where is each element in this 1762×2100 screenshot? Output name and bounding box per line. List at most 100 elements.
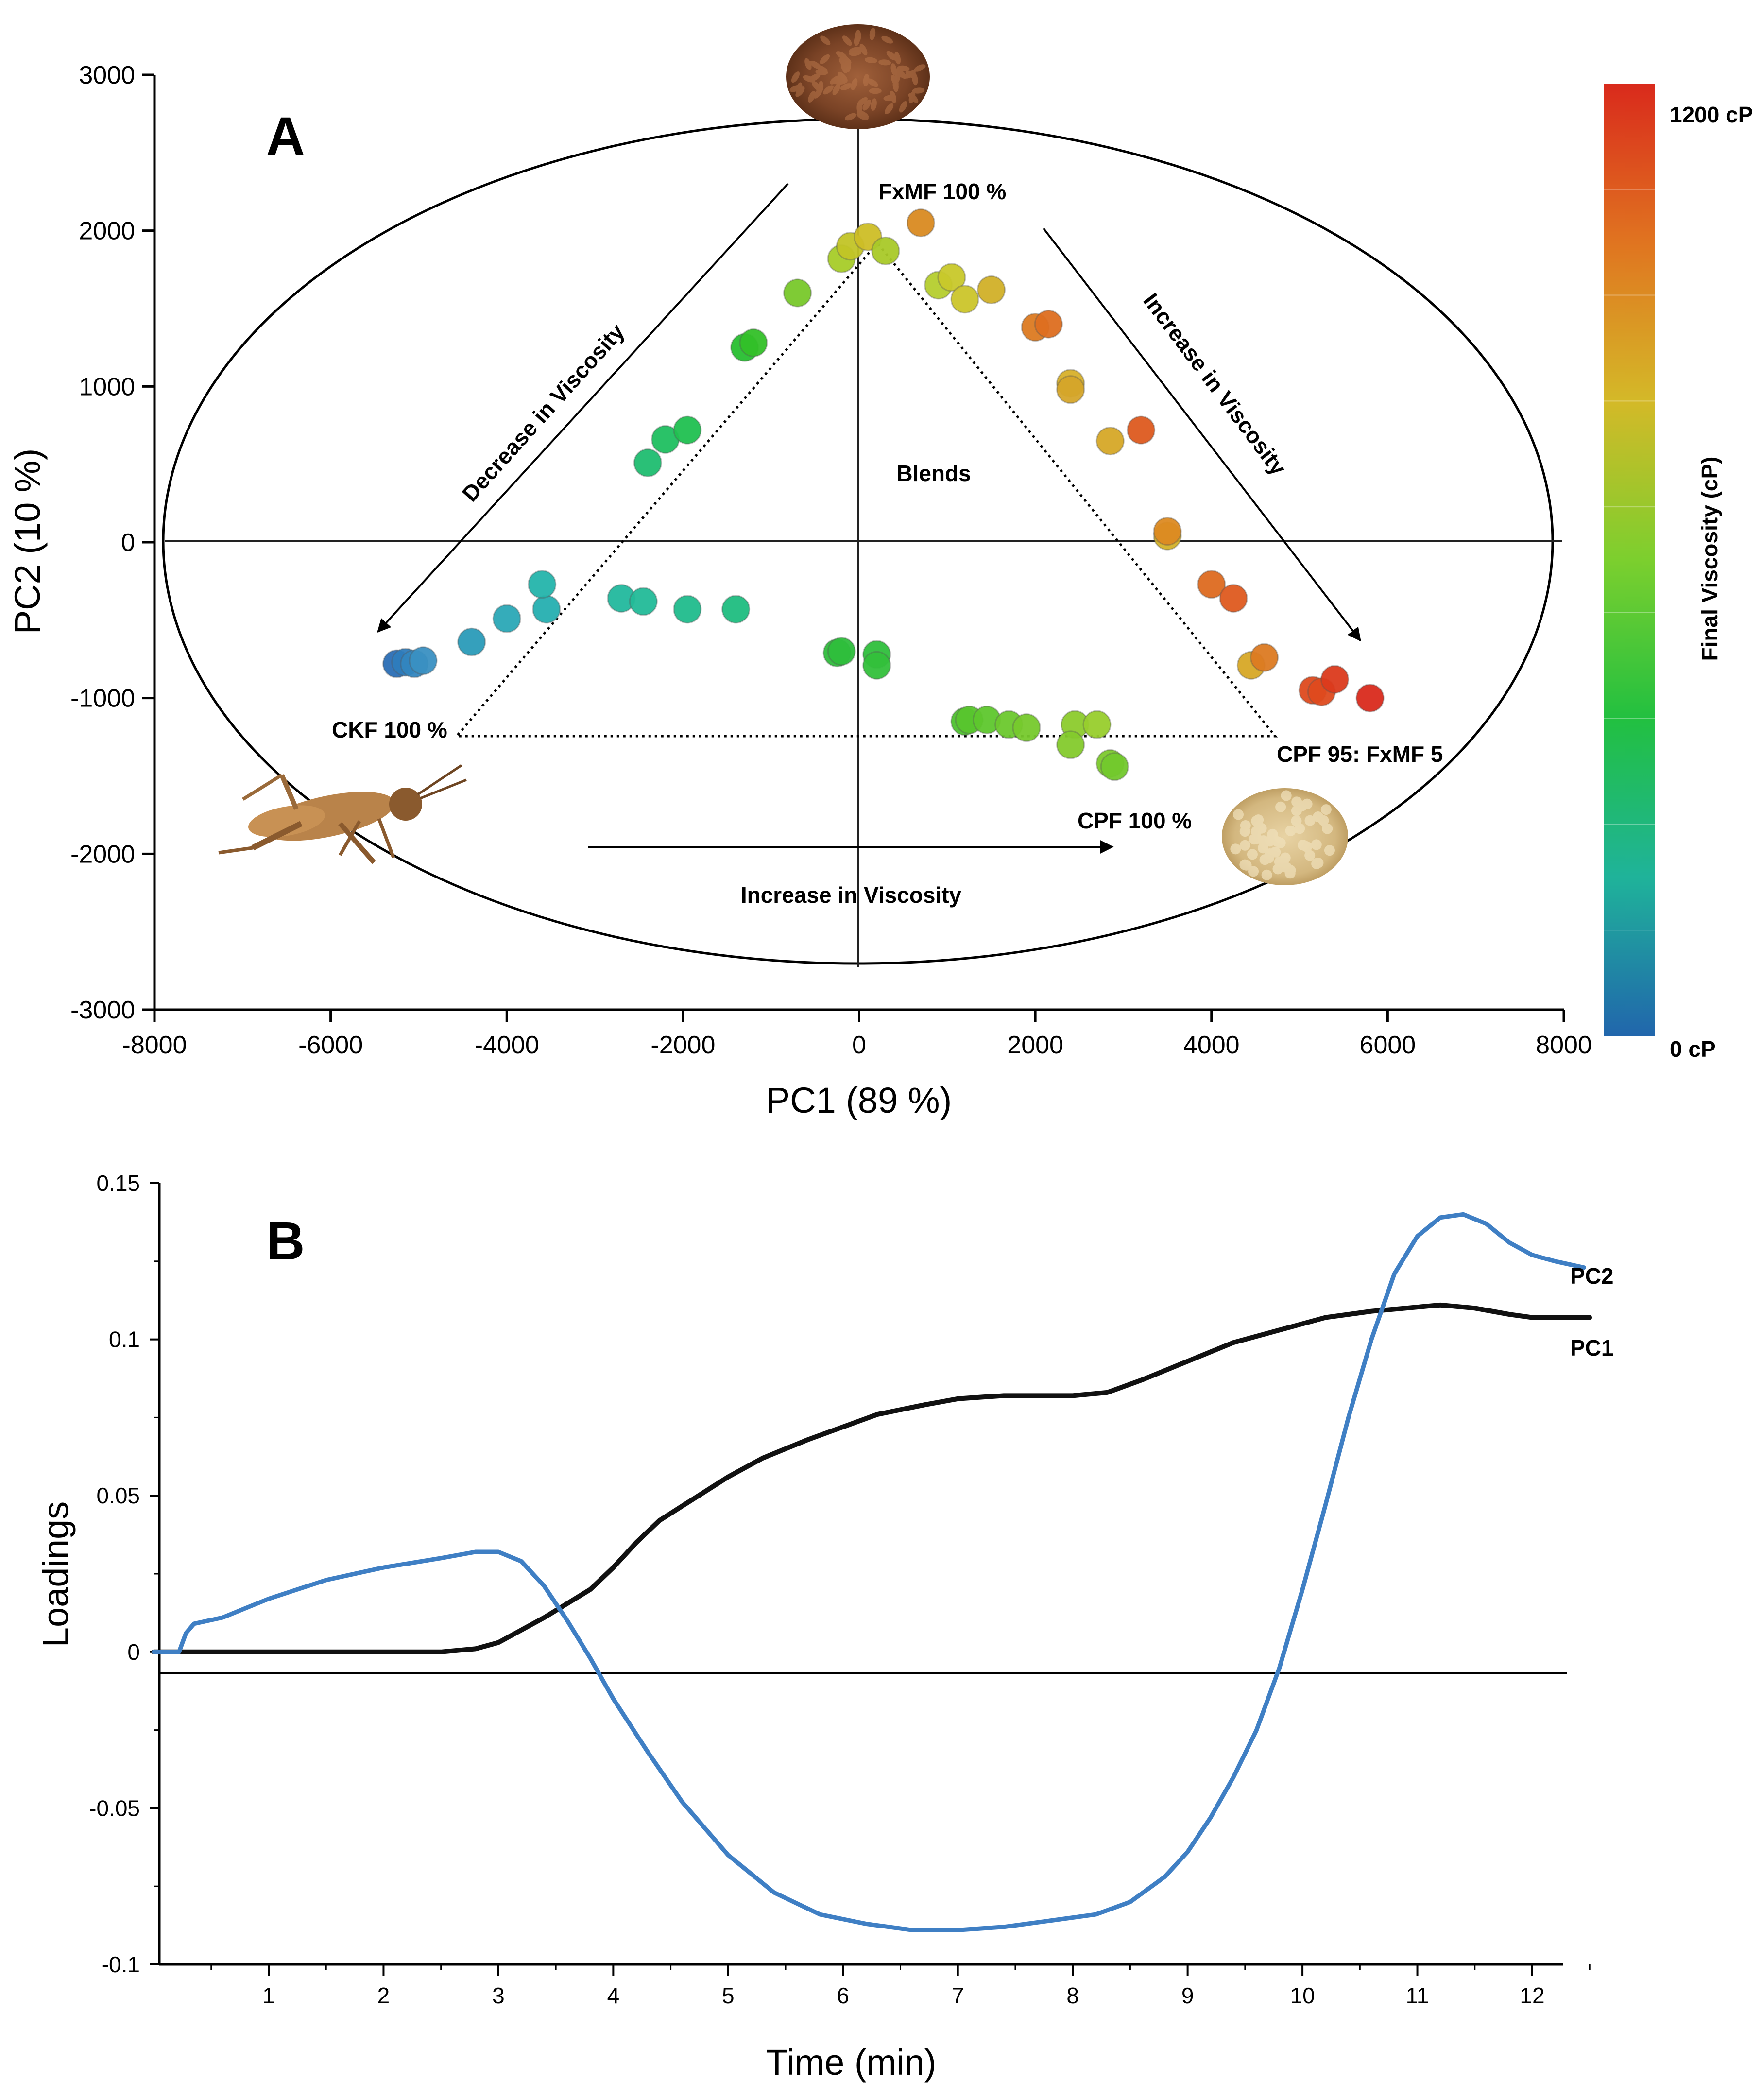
colorbar-min-label: 0 cP xyxy=(1670,1036,1716,1062)
scatter-point xyxy=(673,415,702,445)
scatter-point xyxy=(1100,752,1129,781)
y-tick-label-b: 0.05 xyxy=(96,1483,140,1508)
x-tick-label-b: 2 xyxy=(377,1983,390,2008)
axis-ticks-a: -8000 -6000 -4000 -2000 0 2000 4000 6000 8000 300… xyxy=(70,61,1592,1059)
x-tick-label-b: 9 xyxy=(1181,1983,1194,2008)
y-tick-label-a: -1000 xyxy=(70,685,135,713)
x-tick-label-b: 10 xyxy=(1290,1983,1315,2008)
scatter-point xyxy=(1320,665,1350,694)
y-tick-label-a: -3000 xyxy=(70,996,135,1024)
scatter-point xyxy=(1355,684,1385,713)
scatter-point xyxy=(739,328,768,358)
x-tick-label-a: -4000 xyxy=(475,1031,539,1059)
scatter-points xyxy=(382,208,1385,781)
x-tick-label-b: 1 xyxy=(262,1983,275,2008)
cricket-label: CKF 100 % xyxy=(332,717,447,742)
y-tick-label-b: -0.1 xyxy=(102,1952,140,1977)
scatter-point xyxy=(673,595,702,624)
scatter-point xyxy=(721,595,751,624)
colorbar: 1200 cP 0 cP Final Viscosity (cP) xyxy=(1604,84,1753,1062)
y-tick-label-b: 0.1 xyxy=(109,1327,140,1352)
scatter-point xyxy=(492,604,521,633)
scatter-point xyxy=(528,570,557,599)
scatter-point xyxy=(1082,710,1112,739)
colorbar-title: Final Viscosity (cP) xyxy=(1697,457,1722,661)
scatter-point xyxy=(1197,570,1226,599)
scatter-point xyxy=(976,275,1006,305)
axis-ticks-b: 1 2 3 4 5 6 7 8 9 10 11 120.150.10.050-0.05-0.1 xyxy=(89,1170,1591,2008)
panel-b: B 1 2 3 4 5 6 7 8 9 10 11 120.150.10.050-0.05-0.1 T… xyxy=(35,1170,1613,2083)
y-tick-label-a: 0 xyxy=(121,529,135,557)
y-axis-title-b: Loadings xyxy=(35,1501,76,1647)
scatter-point xyxy=(1056,375,1085,404)
x-tick-label-b: 11 xyxy=(1406,1983,1429,2008)
decrease-viscosity-label: Decrease in Viscosity xyxy=(457,319,630,506)
flaxseed-image xyxy=(786,24,930,129)
scatter-point xyxy=(1153,517,1182,546)
scatter-point xyxy=(532,595,561,624)
y-tick-label-a: 2000 xyxy=(79,217,135,245)
y-tick-label-a: -2000 xyxy=(70,840,135,868)
x-tick-label-b: 6 xyxy=(837,1983,849,2008)
flax-label: FxMF 100 % xyxy=(878,179,1006,204)
x-tick-label-a: 4000 xyxy=(1183,1031,1240,1059)
scatter-point xyxy=(1056,730,1085,759)
panel-a-label: A xyxy=(266,106,305,166)
x-tick-label-a: -8000 xyxy=(122,1031,187,1059)
colorbar-max-label: 1200 cP xyxy=(1670,102,1753,127)
y-tick-label-a: 3000 xyxy=(79,61,135,89)
scatter-point xyxy=(633,448,662,477)
y-axis-title-a: PC2 (10 %) xyxy=(7,448,48,634)
x-axis-title-a: PC1 (89 %) xyxy=(766,1080,952,1120)
blends-triangle xyxy=(454,241,1278,738)
y-tick-label-b: -0.05 xyxy=(89,1795,140,1821)
pea-label: CPF 100 % xyxy=(1078,808,1192,833)
loading-lines xyxy=(151,1212,1592,1932)
x-axis-title-b: Time (min) xyxy=(766,2042,937,2083)
blend-corner-label: CPF 95: FxMF 5 xyxy=(1277,741,1443,767)
scatter-point xyxy=(827,637,856,666)
blends-label: Blends xyxy=(896,461,971,486)
scatter-point xyxy=(457,627,486,656)
x-tick-label-a: 2000 xyxy=(1007,1031,1063,1059)
decrease-viscosity-arrow xyxy=(377,183,789,633)
pc1-series-label: PC1 xyxy=(1570,1335,1613,1360)
y-tick-label-b: 0.15 xyxy=(96,1170,140,1196)
scatter-point xyxy=(862,651,891,680)
increase-viscosity-arrow-right xyxy=(1043,227,1361,642)
y-tick-label-b: 0 xyxy=(127,1639,140,1665)
x-tick-label-b: 3 xyxy=(492,1983,505,2008)
scatter-point xyxy=(1250,643,1279,672)
x-tick-label-b: 5 xyxy=(722,1983,735,2008)
scatter-point xyxy=(1219,584,1248,613)
x-tick-label-a: 6000 xyxy=(1360,1031,1416,1059)
scatter-point xyxy=(409,646,438,675)
scatter-point xyxy=(1034,310,1063,339)
x-tick-label-b: 7 xyxy=(952,1983,964,2008)
x-tick-label-b: 4 xyxy=(607,1983,620,2008)
scatter-point xyxy=(871,236,900,265)
panel-b-label: B xyxy=(266,1211,305,1271)
scatter-point xyxy=(950,285,979,314)
cricket-image xyxy=(218,764,467,864)
x-tick-label-b: 12 xyxy=(1520,1983,1544,2008)
x-tick-label-a: -6000 xyxy=(298,1031,363,1059)
x-tick-label-a: -2000 xyxy=(650,1031,715,1059)
scatter-point xyxy=(783,278,812,308)
series-line-pc1 xyxy=(151,1302,1592,1654)
increase-viscosity-label-bottom: Increase in Viscosity xyxy=(741,882,962,908)
scatter-point xyxy=(629,587,658,616)
scatter-point xyxy=(1127,415,1156,445)
scatter-point xyxy=(1095,427,1125,456)
colorbar-gradient xyxy=(1604,84,1655,1036)
pc2-series-label: PC2 xyxy=(1570,1263,1613,1289)
x-tick-label-a: 0 xyxy=(852,1031,866,1059)
y-tick-label-a: 1000 xyxy=(79,373,135,401)
pea-image xyxy=(1222,788,1348,885)
x-tick-label-a: 8000 xyxy=(1536,1031,1592,1059)
scatter-point xyxy=(937,263,966,292)
scatter-point xyxy=(1012,713,1041,742)
scatter-point xyxy=(906,208,935,238)
panel-a: A -8000 -6000 -4000 -2000 0 2000 4000 6000 8000 3… xyxy=(7,24,1753,1120)
